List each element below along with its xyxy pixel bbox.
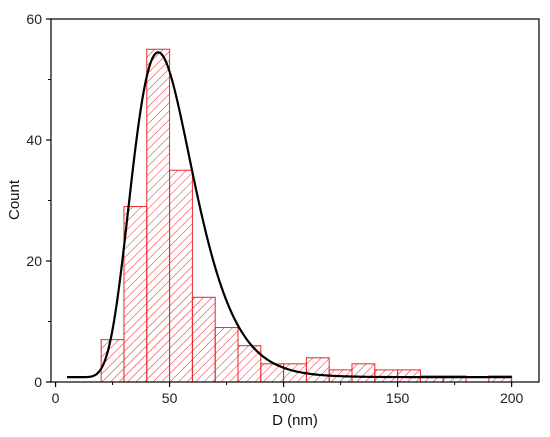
histogram-bar-4: [169, 169, 193, 383]
histogram-bar-2: [123, 206, 148, 383]
x-tick-label-150: 150: [386, 390, 410, 406]
histogram-bar-3: [146, 48, 171, 383]
x-tick-label-100: 100: [272, 390, 296, 406]
bars-layer: [100, 48, 513, 383]
histogram-bar-5: [191, 296, 216, 383]
x-axis-title: D (nm): [272, 412, 318, 429]
histogram-bar-14: [397, 369, 421, 383]
fit-layer: [66, 51, 512, 379]
y-tick-label-60: 60: [26, 11, 42, 27]
fit-curve: [66, 51, 512, 379]
x-tick-label-50: 50: [162, 390, 178, 406]
ticks-layer: 0 50 100 150 200 0 20 40 60: [26, 11, 523, 406]
y-tick-label-20: 20: [26, 253, 42, 269]
x-tick-label-0: 0: [52, 390, 60, 406]
y-tick-label-40: 40: [26, 132, 42, 148]
histogram-bar-10: [305, 357, 330, 383]
histogram-bar-12: [351, 363, 376, 383]
histogram-bar-6: [214, 327, 239, 383]
x-tick-label-200: 200: [500, 390, 524, 406]
y-axis-title: Count: [6, 179, 23, 220]
y-tick-label-0: 0: [34, 374, 42, 390]
